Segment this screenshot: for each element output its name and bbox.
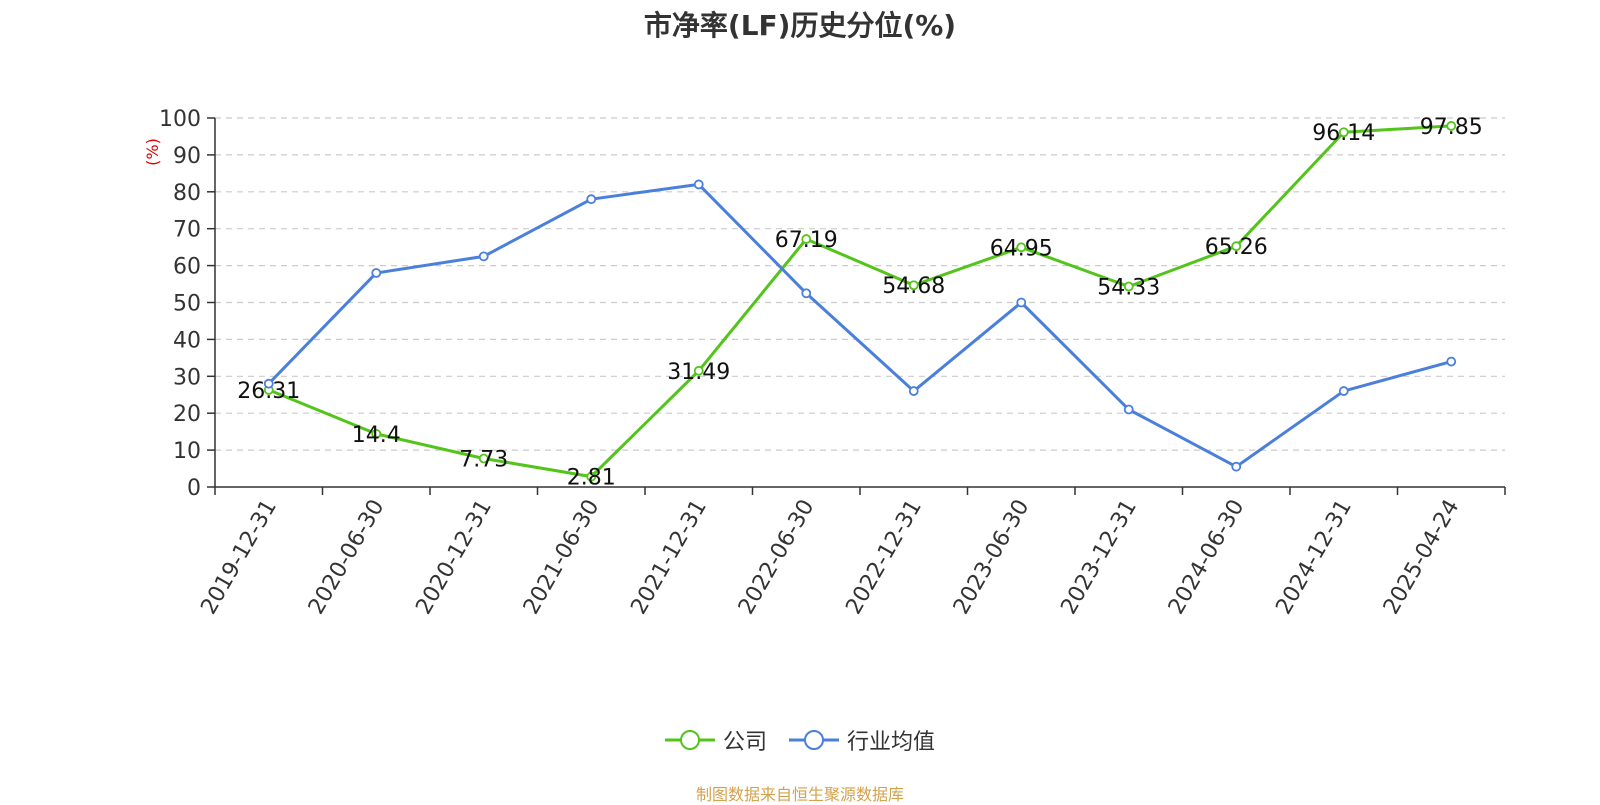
data-point-0[interactable] xyxy=(908,280,919,291)
series-lines xyxy=(263,121,1457,482)
data-point-1[interactable] xyxy=(371,268,382,278)
data-label: 2.81 xyxy=(567,466,616,491)
y-tick-label: 0 xyxy=(187,476,201,501)
y-tick-label: 10 xyxy=(173,439,201,464)
y-axis-label: (%) xyxy=(143,138,162,166)
data-point-0[interactable] xyxy=(801,234,812,244)
legend-item-industry-avg[interactable]: 行业均值 xyxy=(789,724,935,756)
data-point-0[interactable] xyxy=(586,471,597,482)
legend-swatch-industry-avg xyxy=(789,730,839,750)
data-label: 14.4 xyxy=(352,423,401,448)
x-tick-label: 2021-12-31 xyxy=(626,496,712,619)
data-point-1[interactable] xyxy=(1231,461,1242,472)
grid-lines xyxy=(215,117,1505,451)
x-tick-label: 2020-06-30 xyxy=(304,496,390,619)
series-line-1 xyxy=(267,182,1452,469)
data-point-0[interactable] xyxy=(693,365,704,376)
x-tick-label: 2021-06-30 xyxy=(519,496,605,619)
x-tick-label: 2024-06-30 xyxy=(1164,496,1250,619)
data-label: 65.26 xyxy=(1205,235,1268,260)
data-point-1[interactable] xyxy=(586,194,597,205)
y-tick-label: 30 xyxy=(173,365,201,390)
data-label: 96.14 xyxy=(1312,121,1375,146)
data-point-1[interactable] xyxy=(1446,356,1457,367)
data-label: 26.31 xyxy=(237,379,300,404)
y-tick-label: 20 xyxy=(173,402,201,427)
data-point-1[interactable] xyxy=(801,288,812,299)
legend-item-company[interactable]: 公司 xyxy=(664,724,767,756)
y-tick-label: 100 xyxy=(159,107,201,132)
data-labels: 26.31 14.4 7.73 2.81 31.49 67.19 54.68 64.95 54.… xyxy=(237,115,1482,491)
data-point-0[interactable] xyxy=(1016,242,1027,253)
y-tick-label: 90 xyxy=(173,144,201,169)
data-point-0[interactable] xyxy=(371,428,382,439)
x-tick-label: 2022-12-31 xyxy=(841,496,927,619)
x-tick-label: 2019-12-31 xyxy=(196,496,282,619)
data-label: 31.49 xyxy=(667,360,730,385)
series-line-0 xyxy=(268,124,1452,479)
data-point-0[interactable] xyxy=(1338,127,1349,138)
axes: 0 10 20 30 40 50 60 70 80 90 100 (%) 2019-12-31 2020-… xyxy=(143,107,1506,619)
data-point-1[interactable] xyxy=(478,251,489,262)
data-label: 7.73 xyxy=(459,447,508,472)
legend-label-company: 公司 xyxy=(722,730,767,755)
y-tick-label: 80 xyxy=(173,181,201,206)
data-label: 54.33 xyxy=(1097,276,1160,301)
data-point-0[interactable] xyxy=(1123,281,1134,292)
chart-title: 市净率(LF)历史分位(%) xyxy=(643,9,957,42)
legend: 公司 行业均值 xyxy=(0,720,1600,760)
x-tick-label: 2024-12-31 xyxy=(1271,496,1357,619)
data-point-0[interactable] xyxy=(1231,241,1242,252)
data-point-1[interactable] xyxy=(693,179,704,190)
x-tick-label: 2022-06-30 xyxy=(734,496,820,619)
data-point-0[interactable] xyxy=(1446,121,1457,131)
y-tick-label: 70 xyxy=(173,218,201,243)
data-label: 64.95 xyxy=(990,236,1053,261)
data-point-0[interactable] xyxy=(478,453,489,464)
legend-swatch-company xyxy=(664,730,715,750)
x-tick-label: 2023-06-30 xyxy=(949,496,1035,619)
data-point-1[interactable] xyxy=(263,378,274,389)
x-tick-label: 2020-12-31 xyxy=(411,496,497,619)
y-tick-label: 50 xyxy=(173,292,201,317)
x-tick-label: 2025-04-24 xyxy=(1379,496,1465,619)
data-label: 97.85 xyxy=(1420,115,1483,140)
legend-label-industry-avg: 行业均值 xyxy=(847,730,936,755)
data-label: 67.19 xyxy=(775,228,838,253)
data-point-1[interactable] xyxy=(1016,297,1027,308)
data-point-1[interactable] xyxy=(1123,404,1134,415)
source-note: 制图数据来自恒生聚源数据库 xyxy=(695,785,904,804)
data-point-1[interactable] xyxy=(908,386,919,396)
data-point-1[interactable] xyxy=(1338,386,1349,396)
y-tick-label: 60 xyxy=(173,255,201,280)
data-label: 54.68 xyxy=(882,274,945,299)
x-tick-label: 2023-12-31 xyxy=(1056,496,1142,619)
y-tick-label: 40 xyxy=(173,328,201,353)
